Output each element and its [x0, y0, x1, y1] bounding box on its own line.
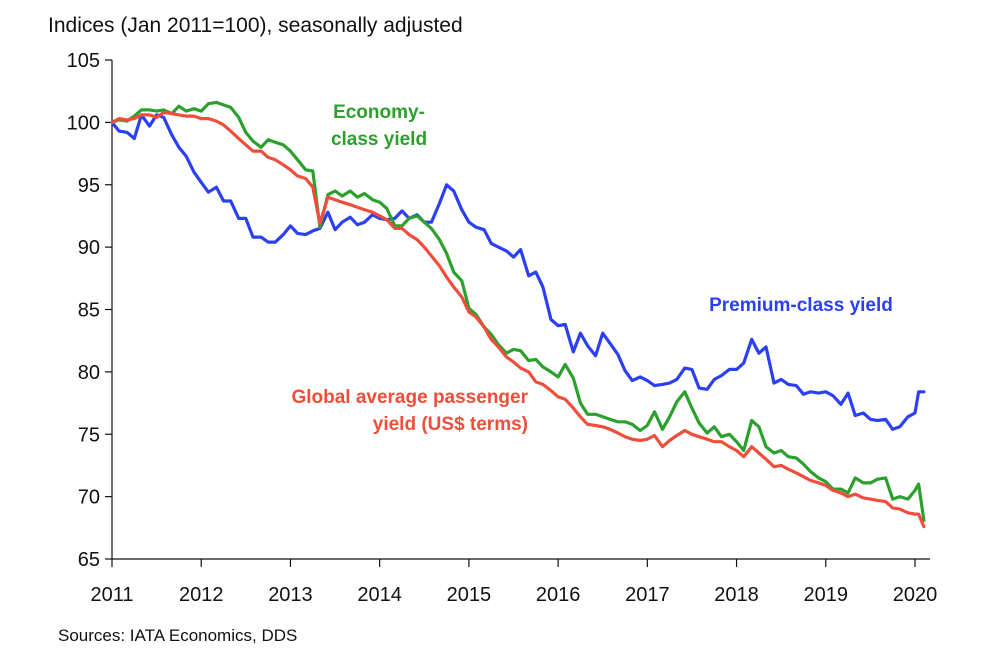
x-tick-label: 2012	[179, 584, 224, 606]
premium-annotation: Premium-class yield	[709, 295, 893, 316]
y-tick-label: 95	[78, 175, 100, 197]
x-tick-label: 2020	[893, 584, 938, 606]
x-axis: 2011 2012 2013 2014 2015 2016 2017 2018 2019 2020	[90, 558, 938, 606]
y-tick-label: 65	[78, 549, 100, 571]
y-tick-label: 90	[78, 237, 100, 259]
x-tick-label: 2014	[357, 584, 402, 606]
y-tick-label: 80	[78, 362, 100, 384]
premium-annotation-line: Premium-class yield	[709, 295, 893, 316]
series-lines	[110, 100, 926, 529]
global-annotation: Global average passenger yield (US$ terms…	[291, 387, 528, 435]
x-tick-label: 2016	[536, 584, 581, 606]
economy-annotation-line: class yield	[331, 129, 427, 150]
global-annotation-line: Global average passenger	[291, 387, 528, 408]
premium-yield-line	[110, 113, 926, 431]
chart-source: Sources: IATA Economics, DDS	[58, 626, 297, 645]
y-axis: 65 70 75 80 85 90 95 100 105	[67, 50, 113, 571]
global-annotation-line: yield (US$ terms)	[373, 414, 528, 435]
y-tick-label: 75	[78, 424, 100, 446]
x-tick-label: 2019	[804, 584, 849, 606]
economy-yield-line	[110, 100, 926, 522]
annotations: Economy-class yield Premium-class yield Gl…	[291, 102, 892, 435]
x-tick-label: 2013	[268, 584, 313, 606]
x-tick-label: 2011	[90, 584, 133, 606]
economy-annotation: Economy-class yield	[331, 102, 427, 150]
y-tick-label: 100	[67, 112, 100, 134]
economy-annotation-line: Economy-	[333, 102, 425, 123]
x-tick-label: 2015	[447, 584, 492, 606]
y-tick-label: 105	[67, 50, 100, 72]
x-tick-label: 2017	[625, 584, 670, 606]
global-yield-line	[110, 110, 926, 529]
y-tick-label: 85	[78, 300, 100, 322]
x-tick-label: 2018	[714, 584, 759, 606]
y-tick-label: 70	[78, 487, 100, 509]
chart-title: Indices (Jan 2011=100), seasonally adjus…	[48, 14, 463, 37]
